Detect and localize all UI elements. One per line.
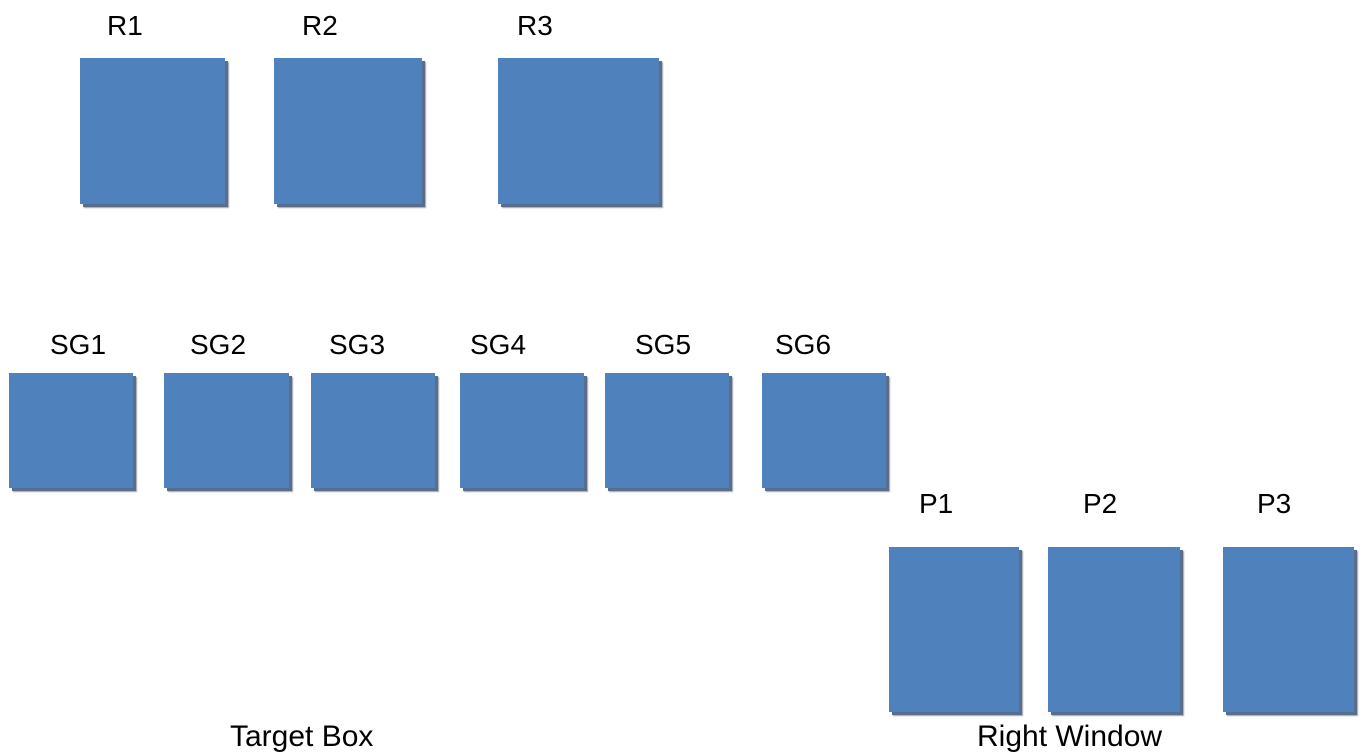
label-p2: P2	[1083, 488, 1118, 519]
caption-target-box: Target Box	[230, 720, 374, 753]
box-sg4	[460, 373, 584, 488]
label-r2: R2	[302, 10, 338, 41]
box-sg1	[9, 373, 133, 488]
box-r2	[274, 58, 422, 204]
label-p3: P3	[1257, 488, 1292, 519]
box-sg5	[605, 373, 729, 488]
label-sg1: SG1	[50, 329, 107, 360]
box-p2	[1048, 547, 1180, 712]
label-sg5: SG5	[635, 329, 692, 360]
caption-right-window: Right Window	[977, 720, 1163, 753]
label-sg2: SG2	[190, 329, 247, 360]
box-p1	[889, 547, 1019, 712]
label-sg4: SG4	[470, 329, 527, 360]
box-sg2	[164, 373, 289, 488]
box-sg6	[762, 373, 886, 488]
box-r3	[498, 58, 659, 204]
label-r3: R3	[517, 10, 553, 41]
label-p1: P1	[919, 488, 954, 519]
label-sg6: SG6	[775, 329, 832, 360]
box-r1	[80, 58, 225, 204]
label-r1: R1	[107, 10, 143, 41]
label-sg3: SG3	[329, 329, 386, 360]
box-p3	[1223, 547, 1354, 712]
box-sg3	[311, 373, 435, 488]
